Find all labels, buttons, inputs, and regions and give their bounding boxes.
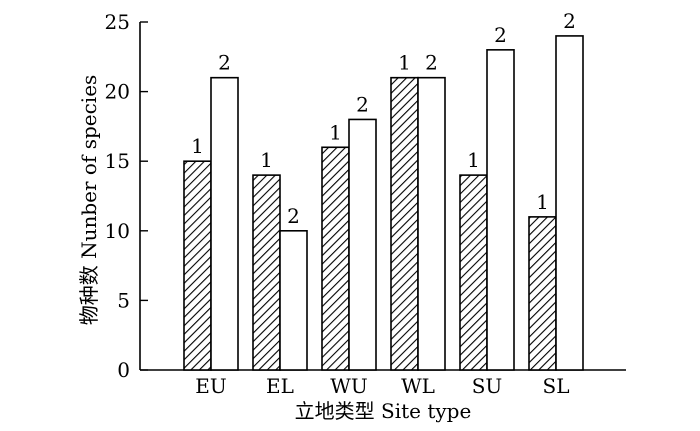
y-tick-label: 25 xyxy=(105,10,130,34)
bar-label-su-series-1: 1 xyxy=(467,148,480,172)
bar-wl-series-1 xyxy=(390,76,419,371)
x-tick-label-wu: WU xyxy=(330,374,367,398)
bar-sl-series-2 xyxy=(555,35,584,371)
bar-label-el-series-2: 2 xyxy=(287,204,300,228)
bar-wu-series-2 xyxy=(348,118,377,371)
bar-el-series-1 xyxy=(252,174,281,371)
bar-el-series-2 xyxy=(279,230,308,371)
bar-label-eu-series-1: 1 xyxy=(191,134,204,158)
bar-label-wl-series-2: 2 xyxy=(425,51,438,75)
bar-label-wu-series-2: 2 xyxy=(356,92,369,116)
y-ticks: 0 5 10 15 20 25 xyxy=(105,10,148,382)
x-tick-label-eu: EU xyxy=(195,374,226,398)
x-tick-label-wl: WL xyxy=(401,374,435,398)
y-axis-title: 物种数 Nunber of species xyxy=(77,75,101,326)
y-tick-label: 20 xyxy=(105,80,130,104)
bar-label-sl-series-1: 1 xyxy=(536,190,549,214)
y-tick-label: 0 xyxy=(117,358,130,382)
bars xyxy=(183,35,584,371)
bar-su-series-2 xyxy=(486,49,515,371)
x-tick-label-sl: SL xyxy=(543,374,570,398)
bar-wu-series-1 xyxy=(321,146,350,371)
x-axis-title: 立地类型 Site type xyxy=(295,399,472,423)
bar-label-eu-series-2: 2 xyxy=(218,51,231,75)
x-category-labels: EU EL WU WL SU SL xyxy=(195,374,569,398)
bar-sl-series-1 xyxy=(528,216,557,371)
x-tick-label-el: EL xyxy=(266,374,294,398)
bar-eu-series-1 xyxy=(183,160,212,371)
bar-label-wl-series-1: 1 xyxy=(398,51,411,75)
x-tick-label-su: SU xyxy=(472,374,503,398)
bar-label-wu-series-1: 1 xyxy=(329,120,342,144)
bar-label-su-series-2: 2 xyxy=(494,23,507,47)
bar-su-series-1 xyxy=(459,174,488,371)
y-tick-label: 5 xyxy=(117,288,130,312)
y-tick-label: 15 xyxy=(105,149,130,173)
bar-wl-series-2 xyxy=(417,76,446,371)
bar-label-el-series-1: 1 xyxy=(260,148,273,172)
bar-label-sl-series-2: 2 xyxy=(563,9,576,33)
bar-eu-series-2 xyxy=(210,76,239,371)
y-tick-label: 10 xyxy=(105,219,130,243)
